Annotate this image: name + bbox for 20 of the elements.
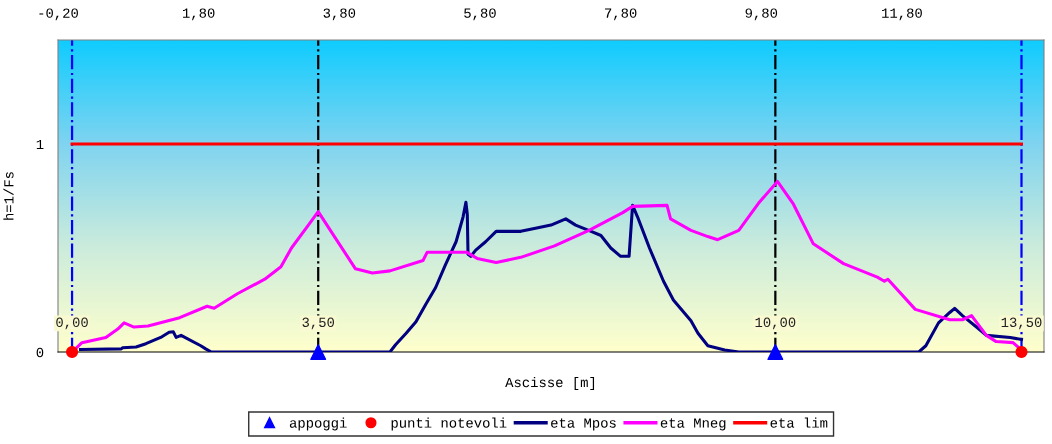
legend-label: eta Mneg <box>660 418 726 431</box>
x-tick-label: 3,80 <box>323 8 356 21</box>
legend-label: eta Mpos <box>551 418 616 431</box>
x-tick-label: 9,80 <box>745 8 778 21</box>
annotation: 0,00 <box>56 317 88 330</box>
x-tick-label: 5,80 <box>464 8 496 21</box>
x-axis-title: Ascisse [m] <box>505 377 595 390</box>
y-axis-title: h=1/Fs <box>3 172 14 220</box>
y-tick-label: 1 <box>36 139 44 150</box>
y-tick-label: 0 <box>36 347 44 358</box>
x-tick-label: 11,80 <box>882 8 922 21</box>
annotation: 10,00 <box>755 317 796 330</box>
x-tick-label: 1,80 <box>182 8 215 21</box>
legend-label: appoggi <box>289 417 347 431</box>
x-tick-label: -0,20 <box>39 8 78 21</box>
annotation: 3,50 <box>302 317 335 330</box>
x-tick-label: 7,80 <box>605 8 637 21</box>
legend-label: punti notevoli <box>391 417 507 431</box>
annotation: 13,50 <box>1001 317 1042 330</box>
legend-label: eta lim <box>770 417 828 428</box>
